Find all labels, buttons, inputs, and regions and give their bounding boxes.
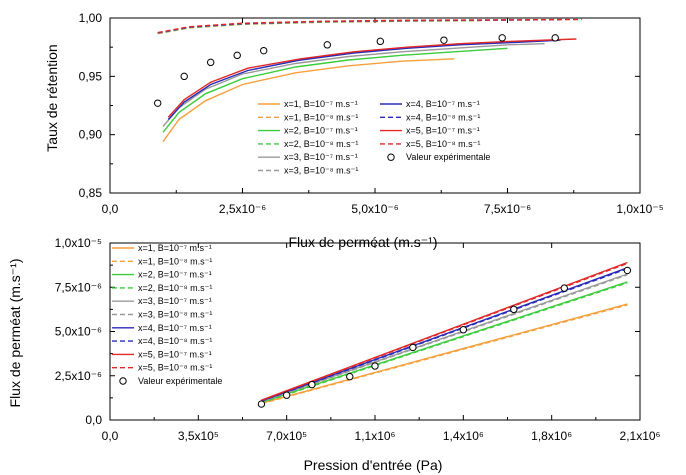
retention-legend: x=1, B=10⁻⁷ m.s⁻¹ x=1, B=10⁻⁸ m.s⁻¹ x=2, B…	[258, 99, 490, 176]
permeate-flux-series-line-8	[261, 268, 628, 402]
permeate-flux-legend: x=1, B=10⁻⁷ m.s⁻¹ x=1, B=10⁻⁸ m.s⁻¹ x=2, B…	[112, 243, 222, 386]
permeate-flux-legend-label: x=2, B=10⁻⁸ m.s⁻¹	[138, 283, 212, 293]
retention-x-tick-label: 5,0x10⁻⁶	[351, 202, 398, 216]
permeate-flux-experimental-point	[459, 326, 468, 334]
permeate-flux-series-line-2	[261, 304, 628, 405]
permeate-flux-legend-label: x=1, B=10⁻⁸ m.s⁻¹	[138, 256, 212, 266]
permeate-flux-experimental-point	[560, 284, 568, 292]
retention-y-tick-label: 0,95	[79, 69, 103, 83]
permeate-flux-series-line-1	[261, 303, 628, 404]
retention-experimental-point	[233, 51, 241, 60]
permeate-flux-experimental-point	[409, 343, 417, 352]
permeate-flux-x-tick-label: 0,0	[102, 429, 119, 443]
retention-legend-label: x=4, B=10⁻⁸ m.s⁻¹	[406, 112, 480, 122]
retention-legend-label: x=1, B=10⁻⁷ m.s⁻¹	[284, 99, 358, 109]
retention-legend-point-marker	[387, 153, 395, 161]
permeate-flux-x-tick-label: 1,1x10⁶	[355, 429, 396, 443]
retention-x-tick-label: 0,0	[102, 202, 119, 216]
permeate-flux-legend-label: x=1, B=10⁻⁷ m.s⁻¹	[138, 243, 212, 253]
permeate-flux-y-tick-label: 7,5x10⁻⁶	[55, 280, 102, 294]
retention-series-line-9	[167, 38, 577, 118]
permeate-flux-y-axis-label: Flux de perméat (m.s⁻¹)	[7, 259, 23, 408]
retention-legend-label: x=2, B=10⁻⁸ m.s⁻¹	[284, 139, 358, 149]
permeate-flux-experimental-point	[623, 266, 632, 275]
permeate-flux-series-line-6	[261, 274, 628, 403]
retention-legend-label: x=5, B=10⁻⁸ m.s⁻¹	[406, 139, 480, 149]
permeate-flux-x-tick-label: 2,1x10⁶	[620, 429, 661, 443]
retention-experimental-point	[260, 46, 268, 55]
retention-series-line-3	[162, 47, 508, 133]
permeate-flux-legend-label: x=3, B=10⁻⁷ m.s⁻¹	[138, 296, 212, 306]
retention-experimental-point	[180, 72, 188, 81]
permeate-flux-legend-label: Valeur expérimentale	[138, 376, 222, 386]
retention-legend-label: x=3, B=10⁻⁸ m.s⁻¹	[284, 166, 358, 176]
retention-legend-label: x=4, B=10⁻⁷ m.s⁻¹	[406, 99, 480, 109]
retention-experimental-point	[154, 99, 162, 107]
permeate-flux-legend-label: x=4, B=10⁻⁸ m.s⁻¹	[138, 336, 212, 346]
permeate-flux-y-tick-label: 0,0	[85, 413, 102, 427]
permeate-flux-experimental-point	[282, 391, 291, 399]
permeate-flux-x-tick-label: 1,8x10⁶	[531, 429, 572, 443]
permeate-flux-x-tick-label: 3,5x10⁵	[178, 429, 219, 443]
permeate-flux-x-tick-label: 7,0x10⁵	[266, 429, 307, 443]
permeate-flux-x-axis-label: Pression d'entrée (Pa)	[304, 457, 443, 473]
retention-y-tick-label: 0,90	[79, 128, 103, 142]
retention-legend-label: x=2, B=10⁻⁷ m.s⁻¹	[284, 126, 358, 136]
retention-experimental-point	[498, 34, 506, 42]
permeate-flux-legend-point-marker	[119, 377, 127, 385]
permeate-flux-plot-area: 0,0 3,5x10⁵ 7,0x10⁵ 1,1x10⁶ 1,4x10⁶ 1,8x10⁶ 2,…	[55, 236, 661, 443]
retention-experimental-point	[376, 37, 384, 46]
retention-legend-label: x=1, B=10⁻⁸ m.s⁻¹	[284, 112, 358, 122]
retention-experimental-point	[323, 41, 331, 49]
permeate-flux-series-line-4	[261, 282, 628, 404]
retention-experimental-point	[440, 36, 448, 44]
permeate-flux-y-tick-label: 5,0x10⁻⁶	[55, 325, 102, 339]
retention-y-axis-label: Taux de rétention	[44, 44, 60, 151]
retention-x-tick-label: 7,5x10⁻⁶	[484, 202, 531, 216]
permeate-flux-y-tick-label: 2,5x10⁻⁶	[55, 369, 102, 383]
permeate-flux-experimental-point	[257, 400, 266, 408]
retention-legend-label: Valeur expérimentale	[406, 152, 490, 162]
retention-y-tick-label: 1,00	[79, 11, 103, 25]
retention-legend-label: x=5, B=10⁻⁷ m.s⁻¹	[406, 126, 480, 136]
permeate-flux-legend-label: x=5, B=10⁻⁸ m.s⁻¹	[138, 363, 212, 373]
retention-x-axis-label: Flux de perméat (m.s⁻¹)	[289, 234, 438, 250]
retention-chart: 0,0 2,5x10⁻⁶ 5,0x10⁻⁶ 7,5x10⁻⁶ 1,0x10⁻⁵ 0,85 0…	[44, 11, 664, 250]
retention-experimental-point	[207, 58, 215, 67]
permeate-flux-series-line-10	[261, 262, 628, 402]
permeate-flux-legend-label: x=3, B=10⁻⁸ m.s⁻¹	[138, 310, 212, 320]
retention-x-tick-label: 1,0x10⁻⁵	[616, 202, 663, 216]
permeate-flux-experimental-point	[308, 380, 316, 389]
permeate-flux-legend-label: x=5, B=10⁻⁷ m.s⁻¹	[138, 349, 212, 359]
retention-experimental-point	[551, 34, 559, 42]
retention-x-tick-label: 2,5x10⁻⁶	[219, 202, 266, 216]
permeate-flux-experimental-point	[510, 305, 518, 314]
permeate-flux-experimental-point	[346, 372, 354, 381]
retention-series-line-1	[162, 58, 455, 143]
permeate-flux-legend-label: x=2, B=10⁻⁷ m.s⁻¹	[138, 270, 212, 280]
retention-plot-area: 0,0 2,5x10⁻⁶ 5,0x10⁻⁶ 7,5x10⁻⁶ 1,0x10⁻⁵ 0,85 0…	[79, 11, 664, 216]
retention-series-line-10	[157, 18, 582, 34]
retention-y-tick-label: 0,85	[79, 186, 103, 200]
permeate-flux-legend-label: x=4, B=10⁻⁷ m.s⁻¹	[138, 323, 212, 333]
permeate-flux-y-tick-label: 1,0x10⁻⁵	[55, 236, 102, 250]
permeate-flux-experimental-point	[371, 362, 379, 370]
permeate-flux-x-tick-label: 1,4x10⁶	[443, 429, 484, 443]
retention-series-line-7	[167, 39, 561, 120]
retention-series-line-5	[162, 43, 545, 127]
retention-legend-label: x=3, B=10⁻⁷ m.s⁻¹	[284, 152, 358, 162]
retention-series-line-4	[157, 19, 508, 35]
permeate-flux-chart: 0,0 3,5x10⁵ 7,0x10⁵ 1,1x10⁶ 1,4x10⁶ 1,8x10⁶ 2,…	[7, 236, 661, 473]
